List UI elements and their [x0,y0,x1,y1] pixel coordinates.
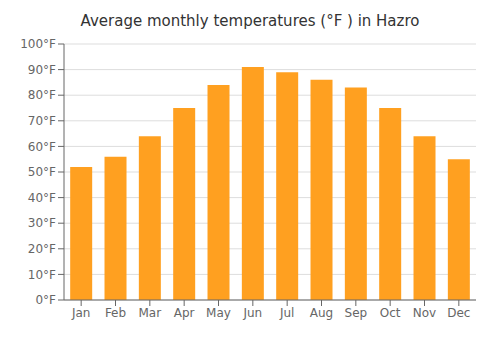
svg-text:90°F: 90°F [28,63,56,77]
svg-text:10°F: 10°F [28,268,56,282]
svg-text:Jan: Jan [71,306,91,320]
svg-text:Jul: Jul [279,306,294,320]
svg-text:100°F: 100°F [20,37,56,51]
svg-text:Dec: Dec [447,306,470,320]
svg-text:Jun: Jun [242,306,262,320]
svg-text:80°F: 80°F [28,88,56,102]
svg-text:30°F: 30°F [28,216,56,230]
svg-text:Sep: Sep [345,306,368,320]
svg-text:Mar: Mar [139,306,162,320]
svg-text:20°F: 20°F [28,242,56,256]
svg-text:Nov: Nov [413,306,436,320]
svg-text:70°F: 70°F [28,114,56,128]
html-text:Average monthly temperatures (: Average monthly temperatures (°F ) in Ha… [80,12,420,30]
svg-text:40°F: 40°F [28,191,56,205]
svg-text:Feb: Feb [105,306,126,320]
svg-text:60°F: 60°F [28,140,56,154]
svg-text:Oct: Oct [380,306,401,320]
svg-text:Aug: Aug [310,306,333,320]
svg-text:May: May [206,306,231,320]
svg-text:0°F: 0°F [35,293,56,307]
svg-text:Apr: Apr [174,306,195,320]
svg-text:50°F: 50°F [28,165,56,179]
